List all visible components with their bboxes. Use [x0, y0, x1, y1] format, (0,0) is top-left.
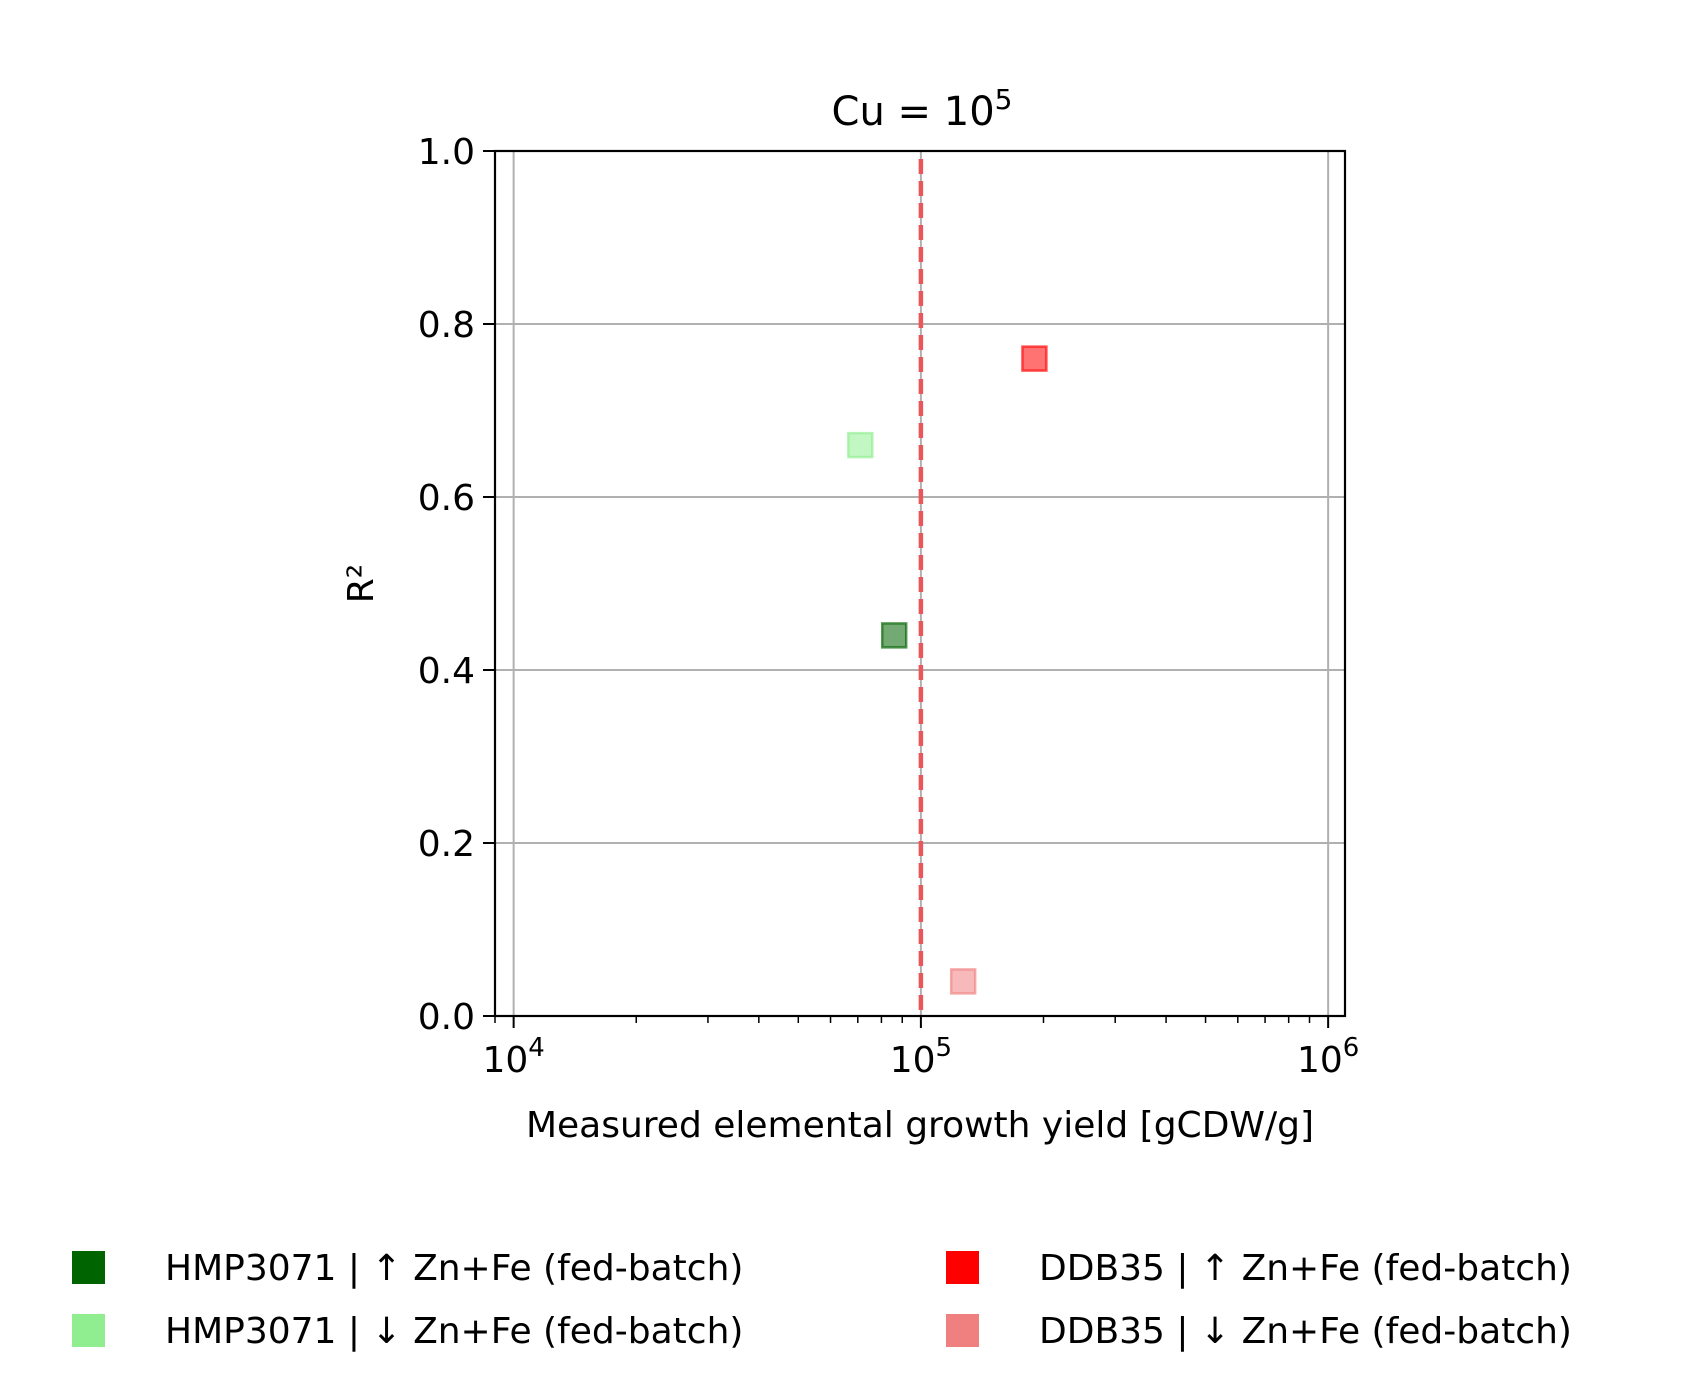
- chart-title: Cu = 105: [832, 83, 1013, 135]
- legend-label: DDB35 | ↓ Zn+Fe (fed-batch): [1039, 1311, 1572, 1352]
- y-axis-label: R²: [341, 564, 382, 603]
- y-tick-label: 0.4: [418, 651, 475, 692]
- y-tick-label: 0.2: [418, 824, 475, 865]
- x-tick-label: 104: [482, 1033, 544, 1081]
- legend-label: HMP3071 | ↓ Zn+Fe (fed-batch): [165, 1311, 743, 1352]
- y-axis-ticks: 0.0 0.2 0.4 0.6 0.8 1.0: [418, 132, 495, 1038]
- legend-marker: [72, 1251, 105, 1284]
- legend-marker: [72, 1314, 105, 1347]
- legend-marker: [946, 1251, 979, 1284]
- x-tick-label: 105: [890, 1033, 952, 1081]
- chart-title-exponent: 5: [995, 83, 1013, 116]
- legend-label: DDB35 | ↑ Zn+Fe (fed-batch): [1039, 1248, 1572, 1289]
- legend: HMP3071 | ↑ Zn+Fe (fed-batch) HMP3071 | ↓…: [72, 1248, 1572, 1352]
- y-tick-label: 1.0: [418, 132, 475, 173]
- data-points: [847, 345, 1048, 995]
- y-tick-label: 0.6: [418, 478, 475, 519]
- data-point-4: [949, 968, 977, 995]
- x-axis-label: Measured elemental growth yield [gCDW/g]: [526, 1105, 1314, 1146]
- data-point-1: [880, 622, 908, 649]
- data-point-2: [847, 431, 874, 459]
- x-tick-label: 106: [1297, 1033, 1359, 1081]
- data-point-3: [1021, 345, 1048, 372]
- y-tick-label: 0.0: [418, 997, 475, 1038]
- legend-label: HMP3071 | ↑ Zn+Fe (fed-batch): [165, 1248, 743, 1289]
- y-tick-label: 0.8: [418, 305, 475, 346]
- x-axis-ticks: 104 105 106: [482, 1016, 1359, 1081]
- chart-title-base: Cu = 10: [832, 89, 995, 135]
- legend-marker: [946, 1314, 979, 1347]
